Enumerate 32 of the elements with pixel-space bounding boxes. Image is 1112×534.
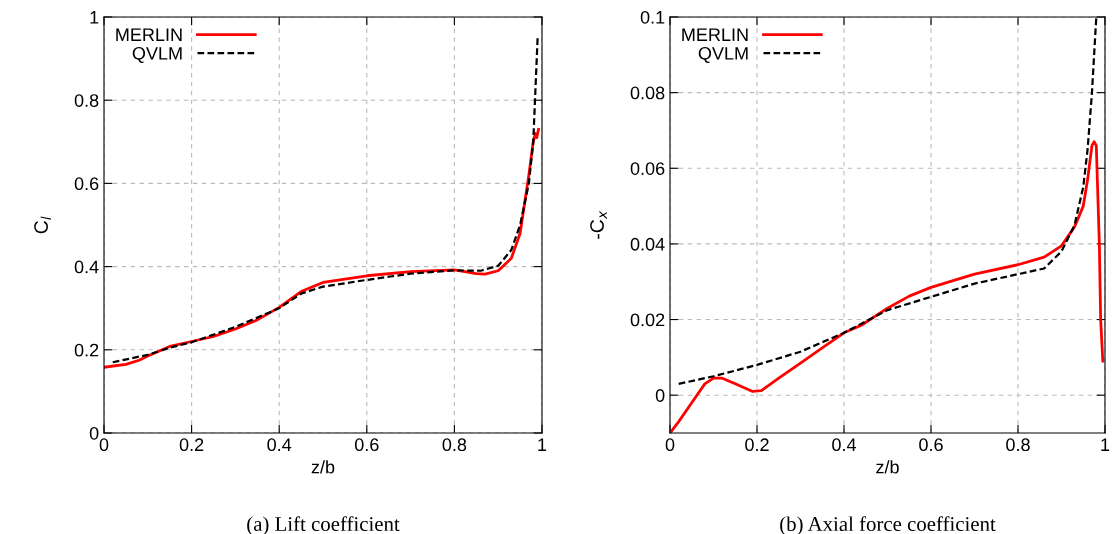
y-tick-label: 0 <box>655 389 665 402</box>
y-tick-label: 0.8 <box>74 94 99 107</box>
y-axis-title: C$_{l}$ <box>34 216 51 234</box>
x-tick-label: 0.8 <box>442 438 467 452</box>
x-tick-label: 0.2 <box>179 438 204 452</box>
x-tick-label: 0.6 <box>354 438 379 452</box>
y-axis-title: -C$_{x}$ <box>590 210 607 239</box>
x-tick-label: 0 <box>99 438 109 452</box>
x-tick-label: 0.6 <box>919 438 943 452</box>
x-tick-label: 0.4 <box>267 438 292 452</box>
y-tick-label: 0.06 <box>630 162 665 175</box>
y-tick-label: 0.02 <box>630 313 665 327</box>
x-tick-label: 1 <box>538 438 547 451</box>
legend-label: QVLM <box>132 46 182 63</box>
x-tick-label: 0.4 <box>832 438 857 452</box>
y-tick-label: 0.04 <box>630 237 665 251</box>
x-axis-title: z/b <box>876 460 899 474</box>
y-tick-label: 0.2 <box>74 343 99 357</box>
x-axis-title: z/b <box>311 460 335 474</box>
y-tick-label: 0.4 <box>74 260 99 274</box>
y-tick-label: 0 <box>89 426 99 440</box>
legend-label: MERLIN <box>116 28 182 41</box>
x-tick-label: 1 <box>1101 438 1110 451</box>
legend-label: QVLM <box>698 46 748 63</box>
x-tick-label: 0.8 <box>1006 438 1030 452</box>
legend-label: MERLIN <box>682 28 748 41</box>
y-tick-label: 0.1 <box>640 10 665 24</box>
x-tick-label: 0.2 <box>745 438 769 452</box>
y-tick-label: 1 <box>90 11 99 24</box>
y-tick-label: 0.6 <box>74 177 99 191</box>
y-tick-label: 0.08 <box>630 86 665 100</box>
x-tick-label: 0 <box>665 438 675 452</box>
